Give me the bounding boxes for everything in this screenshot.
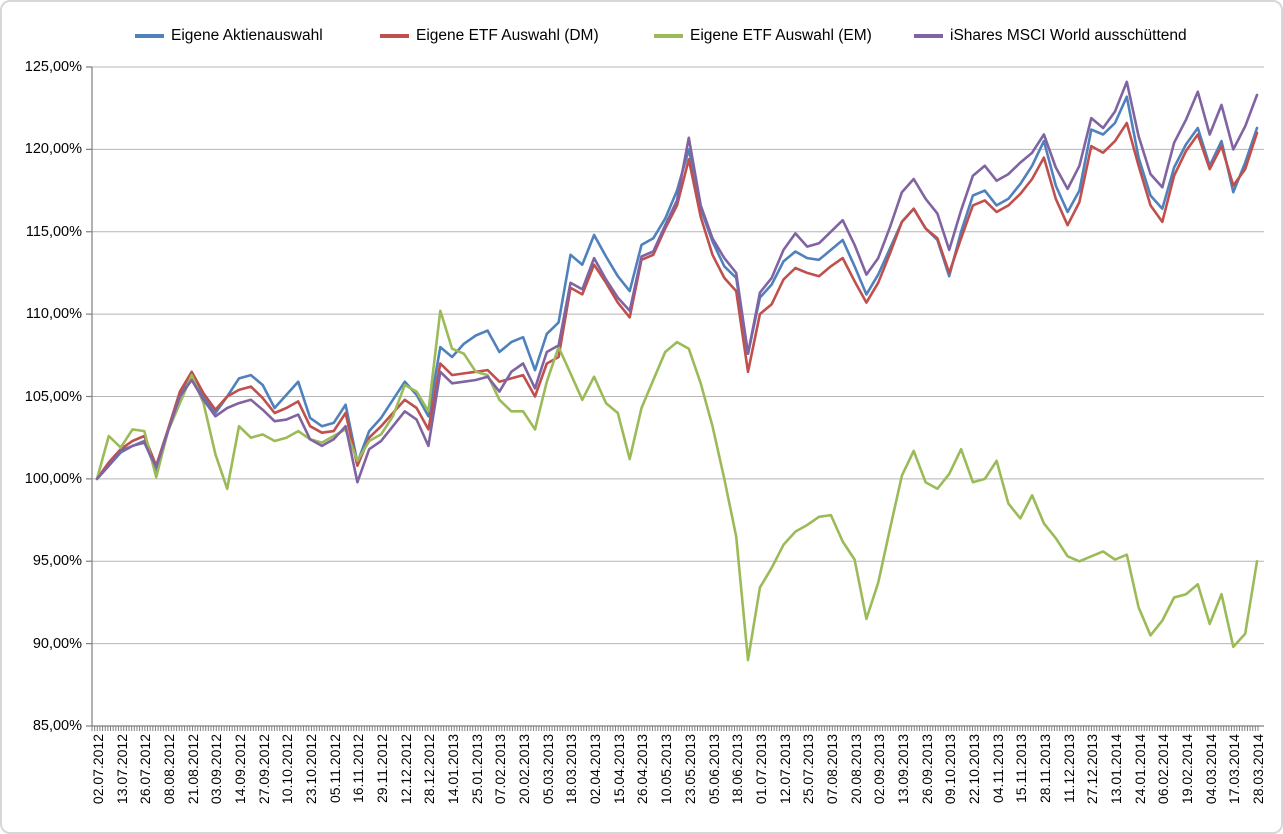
x-axis-label: 04.11.2013 [989, 734, 1006, 804]
x-axis-label: 10.10.2012 [279, 734, 296, 805]
x-axis-label: 02.04.2013 [587, 734, 604, 805]
x-axis-label: 27.09.2012 [255, 734, 272, 805]
legend-line-marker-icon [380, 34, 409, 38]
legend-item-eigene-etf-auswahl-dm-[interactable]: Eigene ETF Auswahl (DM) [380, 26, 599, 46]
x-axis-label: 05.03.2013 [539, 734, 556, 805]
x-axis-label: 07.02.2013 [492, 734, 509, 805]
y-axis-label: 85,00% [32, 718, 82, 734]
legend-item-ishares-msci-world-aussch-ttend[interactable]: iShares MSCI World ausschüttend [914, 26, 1187, 46]
y-axis-label: 125,00% [24, 59, 82, 75]
x-axis-label: 01.07.2013 [752, 734, 769, 805]
y-axis-label: 90,00% [32, 635, 82, 652]
x-axis-label: 18.06.2013 [729, 734, 746, 805]
legend-item-eigene-aktienauswahl[interactable]: Eigene Aktienauswahl [135, 26, 323, 46]
x-axis-label: 25.07.2013 [800, 734, 817, 805]
x-axis-label: 10.05.2013 [658, 734, 675, 805]
y-axis-label: 120,00% [24, 141, 82, 158]
legend-line-marker-icon [654, 34, 683, 38]
legend-line-marker-icon [914, 34, 943, 38]
x-axis-label: 13.01.2014 [1107, 734, 1124, 805]
x-axis-label: 23.10.2012 [303, 734, 320, 805]
x-axis-label: 04.03.2014 [1202, 734, 1219, 805]
x-axis-label: 02.07.2012 [90, 734, 106, 805]
x-axis-label: 02.09.2013 [871, 734, 888, 805]
x-axis-label: 26.09.2013 [918, 734, 935, 805]
x-axis-label: 13.07.2012 [113, 734, 130, 805]
x-axis-label: 22.10.2013 [965, 734, 982, 805]
x-axis-label: 12.07.2013 [776, 734, 793, 805]
x-axis-label: 27.12.2013 [1084, 734, 1101, 805]
series-line-eigene-etf-auswahl-em-[interactable] [95, 309, 1259, 662]
x-axis-label: 05.06.2013 [705, 734, 722, 805]
x-axis-label: 14.09.2012 [232, 734, 249, 805]
x-axis-label: 12.12.2012 [397, 734, 414, 805]
x-axis-label: 23.05.2013 [681, 734, 698, 805]
x-axis-label: 28.12.2012 [421, 734, 438, 805]
y-axis-label: 95,00% [32, 553, 82, 570]
y-axis-label: 105,00% [24, 388, 82, 405]
x-axis-label: 13.09.2013 [894, 734, 911, 805]
x-axis-label: 18.03.2013 [563, 734, 580, 805]
y-axis-label: 115,00% [25, 223, 82, 240]
x-axis-label: 05.11.2012 [326, 734, 343, 804]
legend: Eigene Aktienauswahl Eigene ETF Auswahl (… [2, 26, 1281, 48]
legend-label: iShares MSCI World ausschüttend [950, 27, 1187, 44]
x-axis-label: 21.08.2012 [184, 734, 201, 805]
legend-label: Eigene ETF Auswahl (EM) [690, 27, 872, 44]
x-axis-label: 15.04.2013 [610, 734, 627, 805]
series-line-eigene-etf-auswahl-dm-[interactable] [95, 121, 1259, 481]
y-axis-label: 100,00% [24, 470, 82, 487]
series-line-ishares-msci-world-aussch-ttend[interactable] [95, 80, 1259, 484]
x-axis-label: 08.08.2012 [161, 734, 178, 805]
x-axis-label: 25.01.2013 [468, 734, 485, 805]
legend-item-eigene-etf-auswahl-em-[interactable]: Eigene ETF Auswahl (EM) [654, 26, 872, 46]
x-axis-label: 15.11.2013 [1013, 734, 1030, 804]
x-axis-label: 14.01.2013 [445, 734, 462, 805]
y-axis-label: 110,00% [25, 306, 82, 323]
x-axis-label: 24.01.2014 [1131, 734, 1148, 805]
x-axis-label: 07.08.2013 [823, 734, 840, 805]
x-axis-label: 20.02.2013 [516, 734, 533, 805]
x-axis-label: 06.02.2014 [1155, 734, 1172, 805]
x-axis-label: 26.07.2012 [137, 734, 154, 805]
x-axis-label: 19.02.2014 [1178, 734, 1195, 805]
legend-label: Eigene Aktienauswahl [171, 27, 323, 44]
series-line-eigene-aktienauswahl[interactable] [95, 95, 1259, 481]
x-axis-label: 26.04.2013 [634, 734, 651, 805]
x-axis-label: 03.09.2012 [208, 734, 225, 805]
x-axis-label: 11.12.2013 [1060, 734, 1077, 804]
x-axis-label: 29.11.2012 [374, 734, 391, 804]
x-axis-label: 28.03.2014 [1250, 734, 1266, 805]
x-axis-label: 16.11.2012 [350, 734, 367, 804]
legend-line-marker-icon [135, 34, 164, 38]
x-axis-label: 20.08.2013 [847, 734, 864, 805]
x-axis-label: 17.03.2014 [1226, 734, 1243, 805]
legend-label: Eigene ETF Auswahl (DM) [416, 27, 599, 44]
x-axis-label: 28.11.2013 [1036, 734, 1053, 804]
x-axis-label: 09.10.2013 [942, 734, 959, 805]
